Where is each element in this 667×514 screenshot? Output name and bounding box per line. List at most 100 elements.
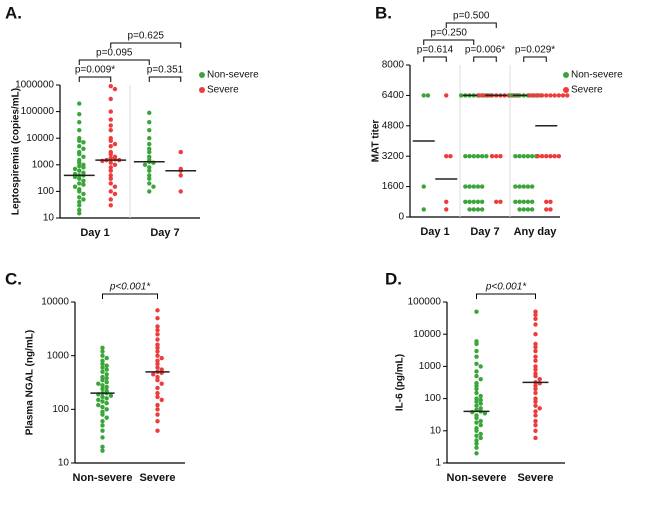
data-point [178,149,183,155]
data-point [548,154,553,159]
data-point [474,341,479,347]
data-point [108,152,113,157]
data-point [484,154,489,159]
data-point [544,93,549,98]
data-point [513,154,518,159]
data-point [112,141,118,147]
data-point [508,93,514,98]
data-point [100,353,105,358]
data-point [517,184,522,189]
data-point [104,355,109,361]
data-point [471,207,476,212]
data-point [100,448,105,453]
data-point [77,144,82,149]
data-point [155,324,160,329]
x-tick-label: Severe [139,472,175,484]
x-tick-label: Day 7 [150,227,179,239]
data-point [525,184,531,189]
y-tick-label: 1000 [419,361,442,372]
data-point [77,160,82,165]
data-point [525,154,531,159]
data-point [100,404,105,410]
data-point [533,383,538,388]
data-point [560,93,566,98]
data-point [498,154,503,159]
data-point [513,184,518,189]
x-tick-label: Non-severe [447,472,507,484]
data-point [178,173,183,178]
data-point [72,184,78,189]
data-point [467,199,472,204]
data-point [155,377,160,383]
y-tick-label: 1000000 [15,80,54,91]
data-point [525,207,531,212]
data-point [155,374,160,380]
data-point [474,361,479,367]
panel-label: C. [5,269,22,288]
data-point [527,93,532,98]
data-point [155,385,160,391]
data-point [147,176,152,181]
comparison-bracket [78,76,112,82]
data-point [108,117,113,122]
data-point [539,93,545,98]
data-point [155,308,160,313]
data-point [548,199,553,204]
data-point [72,166,78,172]
data-point [533,309,538,314]
y-tick-label: 1 [435,458,441,469]
data-point [104,367,109,372]
data-point [537,406,542,411]
data-point [467,207,472,212]
data-point [100,361,105,367]
data-point [108,168,113,173]
p-value: p=0.250 [431,28,468,39]
data-point [104,376,109,381]
data-point [474,441,479,446]
data-point [77,168,82,173]
data-point [77,127,82,133]
data-point [533,354,538,359]
data-point [155,345,160,351]
comparison-bracket [473,56,497,62]
data-point [81,165,86,170]
data-point [155,361,160,367]
data-point [108,189,113,194]
data-point [533,399,538,404]
data-point [77,138,82,143]
data-point [77,111,82,117]
data-point [108,173,113,178]
data-point [489,154,495,159]
data-point [96,381,101,386]
data-point [478,397,483,403]
data-point [544,199,549,204]
data-point [147,127,152,133]
data-point [552,93,557,98]
data-point [444,199,449,204]
data-point [155,327,160,333]
data-point [155,349,160,354]
data-point [100,399,105,404]
data-point [155,412,160,417]
data-point [444,154,449,159]
p-value: p=0.029* [515,45,555,56]
data-point [475,199,481,204]
data-point [537,377,542,382]
data-point [147,149,152,155]
data-point [521,207,526,212]
y-axis-title: MAT titer [371,120,382,163]
comparison-bracket [476,293,536,299]
legend-swatch [563,72,569,78]
data-point [100,383,105,388]
data-point [471,184,476,189]
data-point [147,173,152,178]
data-point [77,152,82,157]
data-point [533,390,538,396]
data-point [108,197,113,202]
data-point [533,396,538,401]
data-point [178,189,183,194]
y-tick-label: 6400 [382,90,405,101]
data-point [533,386,538,392]
data-point [471,154,476,159]
